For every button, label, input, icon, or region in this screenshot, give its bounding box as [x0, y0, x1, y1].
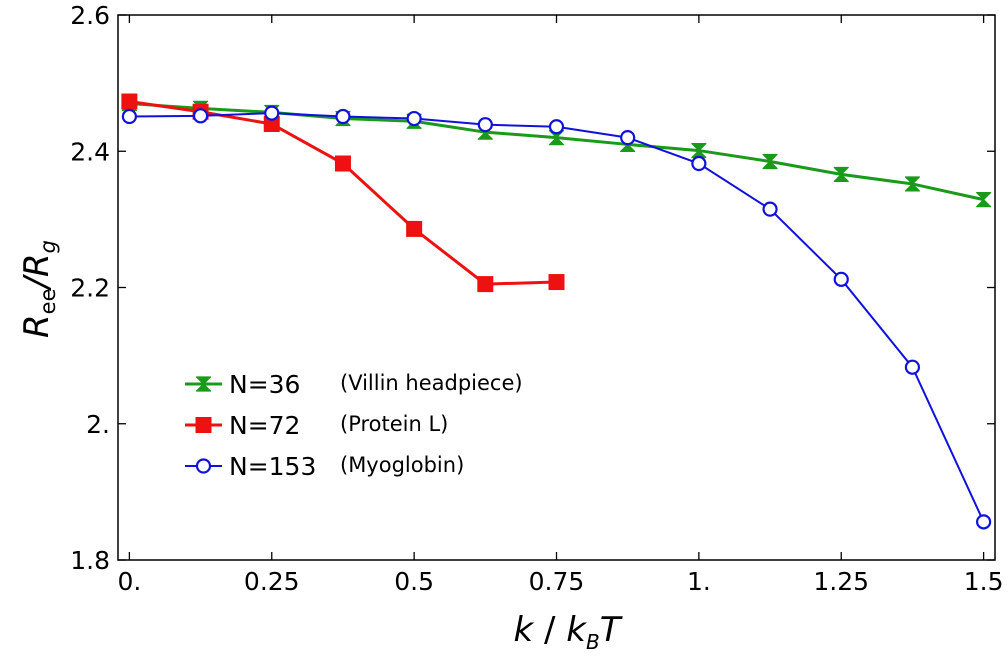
- data-point: [691, 142, 707, 159]
- data-point: [406, 110, 422, 127]
- y-label-sub-g: g: [36, 240, 60, 253]
- data-point: [976, 514, 992, 530]
- data-point: [904, 359, 921, 375]
- series-line: [129, 100, 557, 286]
- legend-marker: [195, 458, 212, 474]
- legend-note: (Protein L): [340, 412, 448, 436]
- x-label-T: T: [600, 610, 623, 650]
- data-point: [691, 155, 707, 172]
- y-label-sub-ee: ee: [36, 288, 60, 314]
- legend-label: N=153: [229, 452, 316, 481]
- legend: N=36 (Villin headpiece) N=72 (Protein L) N=1…: [185, 370, 523, 481]
- data-point: [477, 276, 494, 293]
- y-tick-label: 2.6: [70, 1, 110, 30]
- data-point: [192, 108, 209, 124]
- x-tick-label: 0.: [117, 567, 141, 596]
- legend-marker: [195, 417, 212, 433]
- series-line: [129, 102, 984, 202]
- legend-note: (Myoglobin): [340, 453, 464, 477]
- x-tick-label: 1.: [687, 567, 711, 596]
- data-point: [833, 166, 849, 183]
- x-label-k: k: [514, 610, 535, 650]
- data-point: [477, 117, 493, 133]
- data-point: [406, 220, 423, 237]
- data-point: [620, 130, 636, 146]
- x-label-k2: k: [566, 610, 587, 650]
- data-point: [121, 93, 138, 110]
- data-point: [904, 176, 921, 192]
- x-tick-label: 0.75: [529, 567, 585, 596]
- legend-label: N=36: [229, 370, 300, 399]
- data-point: [762, 201, 778, 217]
- data-point: [976, 192, 992, 208]
- legend-item-0: N=36 (Villin headpiece): [185, 370, 523, 399]
- legend-marker: [195, 376, 212, 392]
- y-axis: 1.8 2. 2.2 2.4 2.6: [70, 1, 995, 575]
- x-axis: 0. 0.25 0.5 0.75 1. 1.25 1.5: [117, 15, 1003, 596]
- y-axis-label: Ree/Rg: [17, 240, 60, 338]
- x-label-sub: B: [586, 630, 600, 654]
- y-tick-label: 2.: [86, 410, 110, 439]
- data-point: [121, 108, 137, 125]
- x-axis-label: k / kBT: [514, 610, 623, 654]
- series-layer: [121, 93, 992, 530]
- y-tick-label: 2.4: [70, 137, 110, 166]
- data-point: [335, 108, 351, 125]
- data-point: [833, 271, 849, 287]
- x-tick-label: 1.25: [813, 567, 869, 596]
- x-label-slash: /: [533, 610, 566, 650]
- y-tick-label: 2.2: [70, 274, 110, 303]
- series-2: [121, 105, 992, 530]
- y-label-R: R: [17, 314, 57, 338]
- x-tick-label: 1.5: [964, 567, 1004, 596]
- data-point: [334, 155, 351, 172]
- data-point: [264, 105, 280, 121]
- y-label-slash: /: [17, 273, 57, 291]
- x-tick-label: 0.25: [244, 567, 300, 596]
- data-point: [762, 153, 778, 170]
- y-tick-label: 1.8: [70, 546, 110, 575]
- legend-item-2: N=153 (Myoglobin): [185, 452, 464, 481]
- x-tick-label: 0.5: [394, 567, 434, 596]
- legend-note: (Villin headpiece): [340, 371, 523, 395]
- y-label-R2: R: [17, 253, 57, 277]
- legend-item-1: N=72 (Protein L): [185, 411, 448, 440]
- data-point: [548, 274, 565, 291]
- legend-label: N=72: [229, 411, 300, 440]
- data-point: [548, 119, 565, 135]
